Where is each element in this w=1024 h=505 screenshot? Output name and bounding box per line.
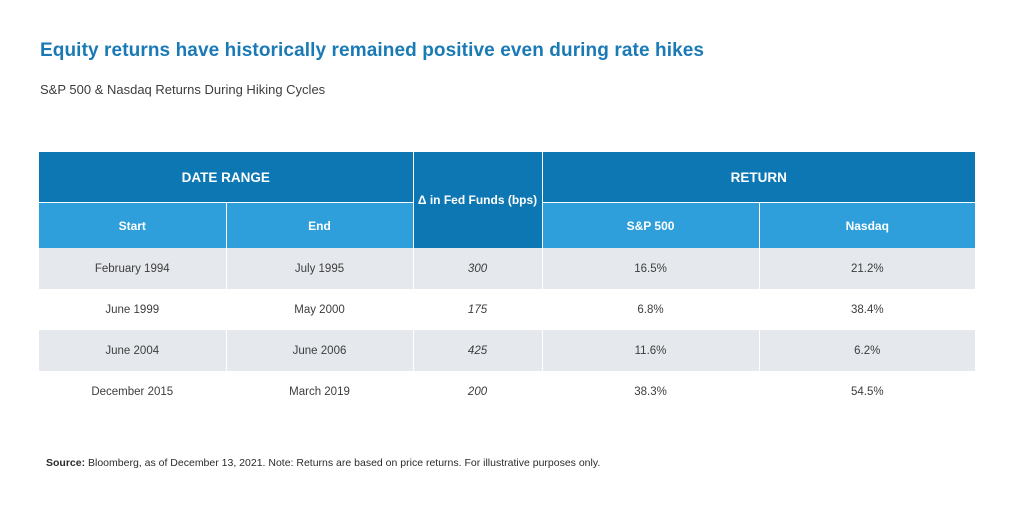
- cell-start: February 1994: [39, 248, 227, 289]
- column-header-nasdaq: Nasdaq: [759, 202, 976, 248]
- source-note: Source: Bloomberg, as of December 13, 20…: [46, 457, 600, 469]
- cell-sp500: 38.3%: [542, 371, 760, 412]
- source-label: Source:: [46, 457, 86, 469]
- header-return: RETURN: [542, 152, 976, 203]
- column-header-start: Start: [39, 202, 227, 248]
- cell-fed-funds: 200: [413, 371, 543, 412]
- page-title: Equity returns have historically remaine…: [40, 40, 705, 61]
- cell-sp500: 11.6%: [542, 330, 760, 371]
- cell-end: March 2019: [226, 371, 414, 412]
- column-header-end: End: [226, 202, 414, 248]
- cell-end: July 1995: [226, 248, 414, 289]
- cell-start: June 2004: [39, 330, 227, 371]
- page-subtitle: S&P 500 & Nasdaq Returns During Hiking C…: [40, 82, 326, 97]
- table-row: June 2004 June 2006 425 11.6% 6.2%: [39, 330, 976, 371]
- cell-nasdaq: 6.2%: [759, 330, 976, 371]
- column-header-sp500: S&P 500: [542, 202, 760, 248]
- cell-nasdaq: 38.4%: [759, 289, 976, 330]
- cell-fed-funds: 300: [413, 248, 543, 289]
- table-row: February 1994 July 1995 300 16.5% 21.2%: [39, 248, 976, 289]
- cell-nasdaq: 21.2%: [759, 248, 976, 289]
- table-row: December 2015 March 2019 200 38.3% 54.5%: [39, 371, 976, 412]
- source-text: Bloomberg, as of December 13, 2021. Note…: [85, 457, 601, 469]
- returns-table: DATE RANGE Δ in Fed Funds (bps) RETURN S…: [39, 152, 976, 412]
- table-row: June 1999 May 2000 175 6.8% 38.4%: [39, 289, 976, 330]
- cell-fed-funds: 425: [413, 330, 543, 371]
- cell-end: June 2006: [226, 330, 414, 371]
- cell-sp500: 6.8%: [542, 289, 760, 330]
- header-date-range: DATE RANGE: [39, 152, 414, 203]
- cell-sp500: 16.5%: [542, 248, 760, 289]
- cell-fed-funds: 175: [413, 289, 543, 330]
- cell-start: June 1999: [39, 289, 227, 330]
- cell-nasdaq: 54.5%: [759, 371, 976, 412]
- cell-end: May 2000: [226, 289, 414, 330]
- cell-start: December 2015: [39, 371, 227, 412]
- header-fed-funds: Δ in Fed Funds (bps): [413, 152, 543, 248]
